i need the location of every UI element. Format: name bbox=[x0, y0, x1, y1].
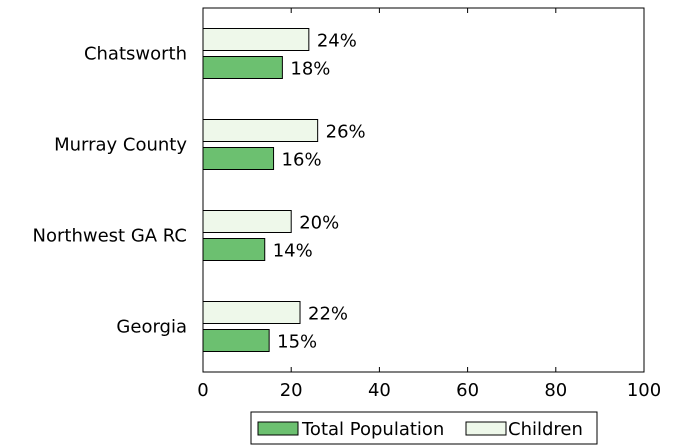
legend-swatch-children bbox=[465, 421, 507, 436]
bar-total-population-georgia bbox=[202, 329, 270, 352]
bar-total-population-northwest-ga-rc bbox=[202, 238, 266, 261]
bar-children-georgia bbox=[202, 301, 301, 324]
bar-children-murray-county bbox=[202, 119, 319, 142]
legend-swatch-total-population bbox=[257, 421, 299, 436]
legend: Total Population Children bbox=[250, 411, 598, 445]
bar-children-chatsworth bbox=[202, 28, 310, 51]
data-label-total-population-northwest-ga-rc: 14% bbox=[273, 241, 313, 262]
x-tick-label-20: 20 bbox=[280, 380, 303, 401]
x-tick-label-60: 60 bbox=[456, 380, 479, 401]
category-label-northwest-ga-rc: Northwest GA RC bbox=[33, 226, 187, 247]
legend-label-children: Children bbox=[508, 419, 583, 440]
plot-frame bbox=[202, 7, 645, 373]
x-tick-label-80: 80 bbox=[544, 380, 567, 401]
x-tick-label-100: 100 bbox=[627, 380, 661, 401]
data-label-total-population-chatsworth: 18% bbox=[290, 59, 330, 80]
x-tick-label-0: 0 bbox=[197, 380, 208, 401]
data-label-children-chatsworth: 24% bbox=[317, 31, 357, 52]
category-labels: Chatsworth Murray County Northwest GA RC Ge… bbox=[33, 44, 188, 338]
data-label-children-georgia: 22% bbox=[308, 304, 348, 325]
data-label-total-population-murray-county: 16% bbox=[282, 150, 322, 171]
category-label-murray-county: Murray County bbox=[54, 135, 187, 156]
bars bbox=[202, 28, 319, 352]
legend-label-total-population: Total Population bbox=[301, 419, 444, 440]
data-label-children-murray-county: 26% bbox=[326, 122, 366, 143]
data-label-total-population-georgia: 15% bbox=[277, 332, 317, 353]
bar-total-population-murray-county bbox=[202, 147, 275, 170]
data-labels: 24% 18% 26%16% 20% 14% 22% 15% bbox=[273, 31, 366, 353]
x-axis: 0 20 40 60 80 100 bbox=[197, 8, 661, 401]
legend-frame bbox=[250, 411, 598, 445]
category-label-chatsworth: Chatsworth bbox=[84, 44, 187, 65]
bar-total-population-chatsworth bbox=[202, 56, 283, 79]
x-tick-label-40: 40 bbox=[368, 380, 391, 401]
bar-children-northwest-ga-rc bbox=[202, 210, 292, 233]
data-label-children-northwest-ga-rc: 20% bbox=[299, 213, 339, 234]
category-label-georgia: Georgia bbox=[116, 317, 187, 338]
